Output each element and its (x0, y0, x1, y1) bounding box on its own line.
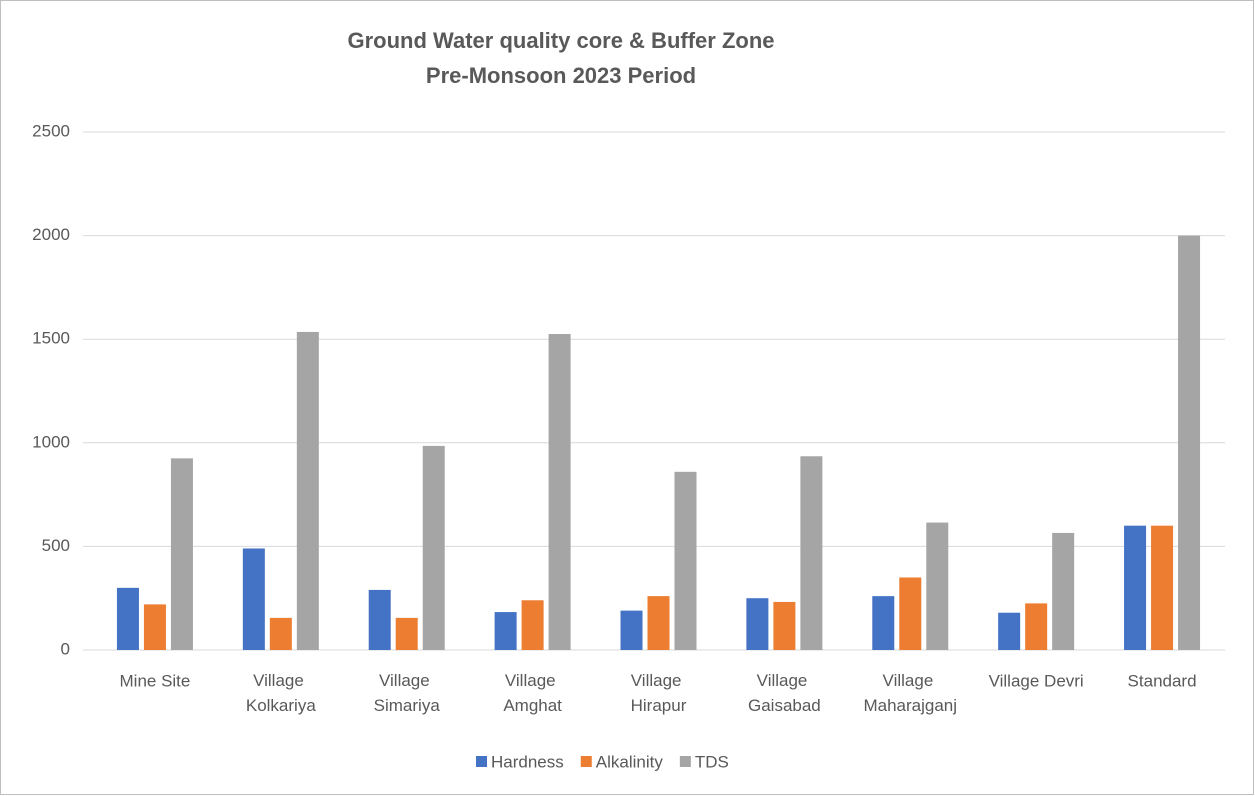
bar (1052, 532, 1075, 650)
bar (1124, 525, 1147, 650)
bar (1025, 603, 1048, 650)
bar (1178, 235, 1201, 650)
bar (926, 522, 949, 650)
legend-label: TDS (695, 752, 729, 771)
bar (242, 548, 265, 650)
legend-label: Hardness (491, 752, 564, 771)
x-tick-label: Village Kolkariya (246, 671, 316, 715)
bar (872, 596, 895, 650)
bar (548, 334, 571, 650)
bar (773, 601, 796, 650)
bar (143, 604, 166, 650)
chart-subtitle: Pre-Monsoon 2023 Period (426, 63, 696, 88)
legend-label: Alkalinity (596, 752, 664, 771)
x-tick-label: Village Simariya (374, 671, 441, 715)
bar (899, 577, 922, 650)
bar (674, 471, 697, 650)
bar (368, 589, 391, 650)
chart-title: Ground Water quality core & Buffer Zone (348, 28, 775, 53)
x-tick-label: Village Amghat (503, 671, 562, 715)
bar (1151, 525, 1174, 650)
bar (746, 598, 769, 650)
bar (494, 612, 517, 650)
bar (395, 617, 418, 650)
x-tick-label: Village Gaisabad (748, 671, 821, 715)
bar (620, 610, 643, 650)
x-tick-label: Mine Site (120, 671, 191, 690)
x-tick-label: Village Hirapur (631, 671, 687, 715)
legend-swatch (679, 756, 691, 767)
x-tick-label: Village Devri (989, 671, 1084, 690)
y-tick-label: 0 (61, 639, 70, 658)
y-tick-label: 2500 (32, 121, 70, 140)
bar (296, 331, 319, 650)
bar (269, 617, 292, 650)
x-tick-label: Village Maharajganj (863, 671, 957, 715)
legend-swatch (476, 756, 487, 767)
bar (800, 456, 823, 650)
bar (647, 596, 670, 650)
y-tick-label: 1000 (32, 432, 70, 451)
y-tick-label: 1500 (32, 329, 70, 348)
bar (116, 587, 139, 650)
bar (170, 458, 193, 650)
y-tick-label: 500 (42, 536, 70, 555)
bar (422, 445, 445, 650)
legend-swatch (580, 756, 592, 767)
x-tick-label: Standard (1128, 671, 1197, 690)
bar (521, 600, 544, 650)
y-tick-label: 2000 (32, 225, 70, 244)
bar (998, 612, 1021, 650)
